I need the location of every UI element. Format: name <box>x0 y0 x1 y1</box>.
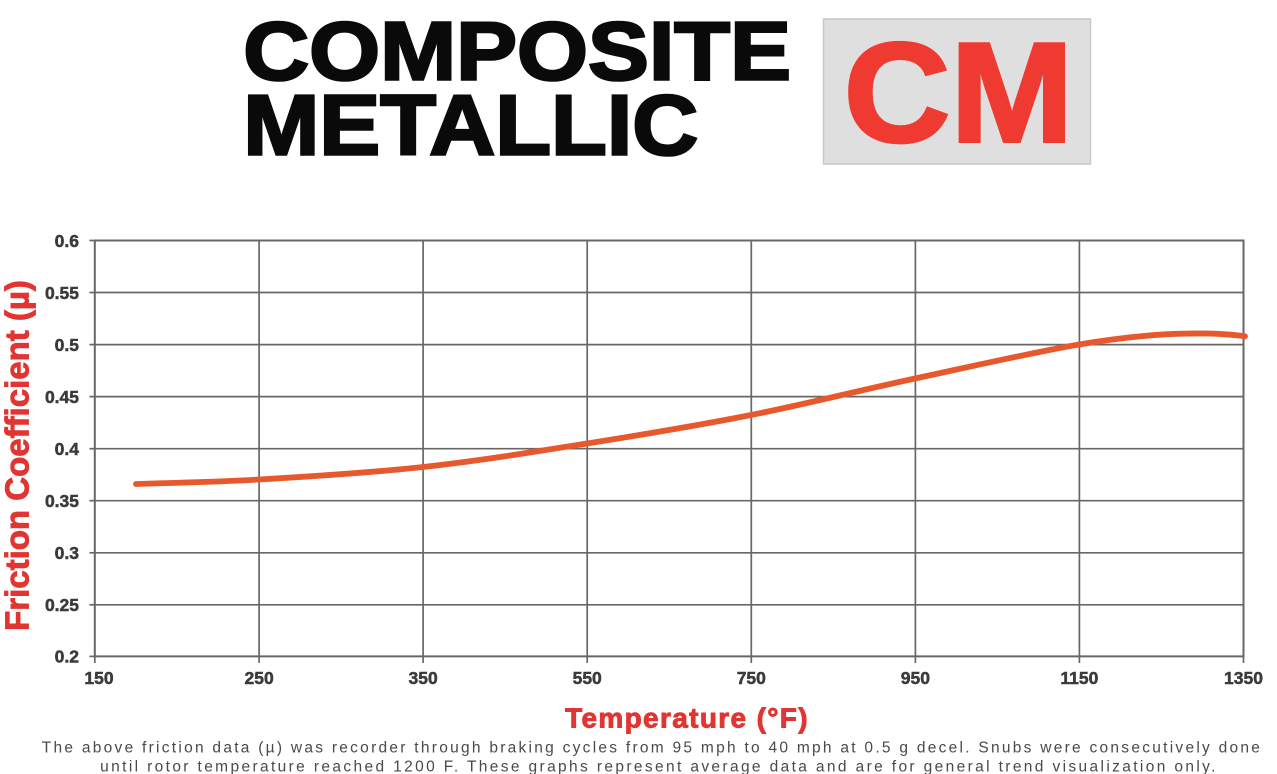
svg-text:150: 150 <box>84 668 113 688</box>
svg-text:350: 350 <box>408 668 437 688</box>
svg-text:1350: 1350 <box>1224 668 1263 688</box>
svg-text:950: 950 <box>901 668 930 688</box>
svg-text:Temperature (°F): Temperature (°F) <box>565 703 809 734</box>
svg-text:CM: CM <box>844 13 1074 172</box>
svg-text:METALLIC: METALLIC <box>243 77 698 172</box>
svg-text:Friction Coefficient (µ): Friction Coefficient (µ) <box>0 280 36 631</box>
svg-text:0.55: 0.55 <box>45 283 79 303</box>
svg-text:until rotor temperature reache: until rotor temperature reached 1200 F. … <box>100 759 1218 774</box>
svg-text:0.35: 0.35 <box>45 491 79 511</box>
svg-text:0.6: 0.6 <box>55 231 80 251</box>
svg-text:250: 250 <box>244 668 273 688</box>
svg-text:The above friction data (µ) wa: The above friction data (µ) was recorder… <box>42 740 1262 757</box>
svg-text:750: 750 <box>737 668 766 688</box>
svg-text:0.5: 0.5 <box>55 335 80 355</box>
svg-text:0.25: 0.25 <box>45 595 79 615</box>
svg-text:0.45: 0.45 <box>45 387 79 407</box>
svg-text:COMPOSITE: COMPOSITE <box>243 5 791 97</box>
svg-text:0.3: 0.3 <box>55 543 80 563</box>
svg-text:550: 550 <box>573 668 602 688</box>
svg-text:0.2: 0.2 <box>55 647 80 667</box>
svg-text:0.4: 0.4 <box>55 439 80 459</box>
svg-text:1150: 1150 <box>1060 668 1098 688</box>
